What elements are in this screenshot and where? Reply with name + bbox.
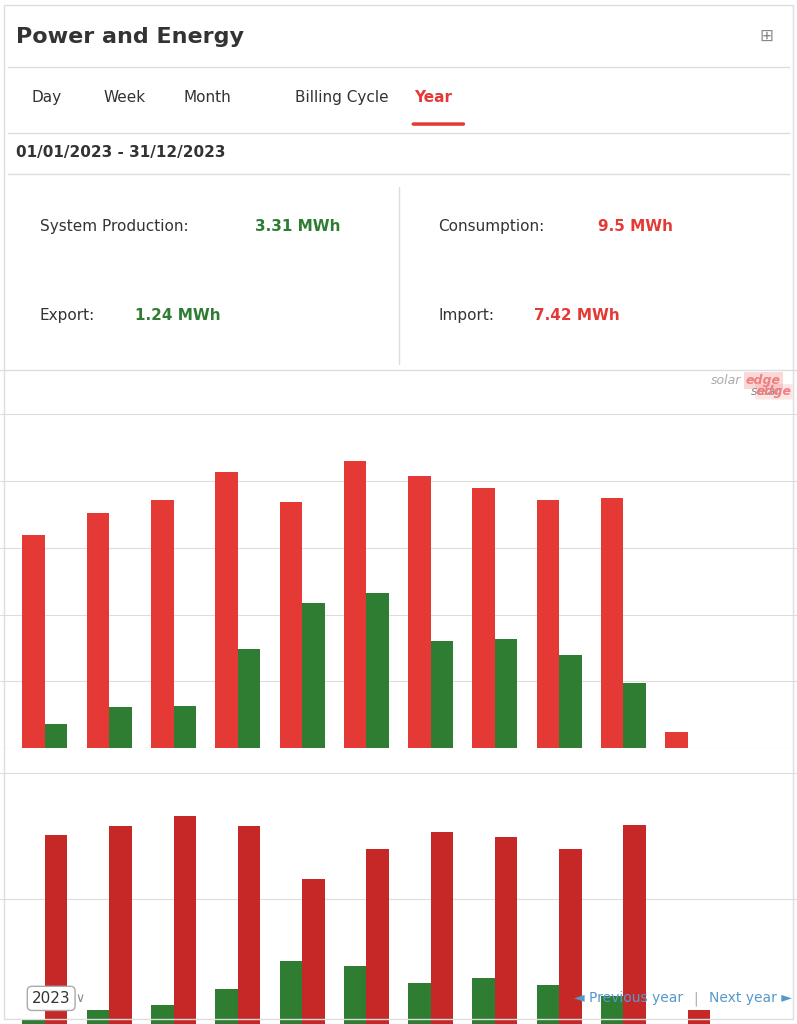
Bar <box>559 849 582 1024</box>
Bar <box>87 513 109 749</box>
Bar <box>623 683 646 749</box>
Bar <box>344 967 367 1024</box>
Bar <box>238 826 261 1024</box>
Text: 9.5 MWh: 9.5 MWh <box>598 219 673 233</box>
Bar <box>151 1006 174 1024</box>
Bar <box>473 487 495 749</box>
Bar <box>302 879 324 1024</box>
Bar <box>215 472 238 749</box>
Text: Power and Energy: Power and Energy <box>16 27 244 46</box>
Text: Week: Week <box>104 90 146 105</box>
Bar <box>215 989 238 1024</box>
Bar <box>151 500 174 749</box>
Text: edge: edge <box>756 385 791 398</box>
Text: ∨: ∨ <box>76 992 84 1005</box>
Bar <box>495 639 517 749</box>
Text: solar: solar <box>711 374 741 387</box>
Bar <box>430 833 453 1024</box>
Text: Day: Day <box>32 90 62 105</box>
Bar <box>430 641 453 749</box>
Bar <box>238 649 261 749</box>
Bar <box>536 500 559 749</box>
Bar <box>601 499 623 749</box>
Bar <box>473 978 495 1024</box>
Bar <box>344 461 367 749</box>
Text: 7.42 MWh: 7.42 MWh <box>534 307 620 323</box>
Bar <box>280 503 302 749</box>
Bar <box>87 1011 109 1024</box>
Bar <box>623 824 646 1024</box>
Text: Next year ►: Next year ► <box>709 991 792 1006</box>
Bar <box>174 816 196 1024</box>
Text: ◄ Previous year: ◄ Previous year <box>574 991 683 1006</box>
Text: 3.31 MWh: 3.31 MWh <box>255 219 340 233</box>
Text: 01/01/2023 - 31/12/2023: 01/01/2023 - 31/12/2023 <box>16 145 226 160</box>
Bar <box>302 603 324 749</box>
Bar <box>22 535 45 749</box>
Text: Consumption:: Consumption: <box>438 219 544 233</box>
Text: 1.24 MWh: 1.24 MWh <box>135 307 221 323</box>
Bar <box>495 838 517 1024</box>
Text: ⊞: ⊞ <box>760 27 773 45</box>
Bar <box>174 706 196 749</box>
Text: Year: Year <box>414 90 453 105</box>
Bar <box>367 593 389 749</box>
Bar <box>536 985 559 1024</box>
Text: edge: edge <box>746 374 781 387</box>
Bar <box>280 962 302 1024</box>
Bar <box>109 707 132 749</box>
Bar <box>665 732 688 749</box>
Text: solar: solar <box>751 385 781 398</box>
Legend: Consumption, Solar Production: Consumption, Solar Production <box>244 761 553 786</box>
Bar <box>408 983 430 1024</box>
Text: Month: Month <box>183 90 231 105</box>
Bar <box>22 1019 45 1024</box>
Bar <box>559 654 582 749</box>
Text: Import:: Import: <box>438 307 494 323</box>
Text: System Production:: System Production: <box>40 219 188 233</box>
Bar <box>109 826 132 1024</box>
Text: 2023: 2023 <box>32 991 70 1006</box>
Text: Export:: Export: <box>40 307 95 323</box>
Bar <box>601 996 623 1024</box>
Bar <box>367 849 389 1024</box>
Text: Billing Cycle: Billing Cycle <box>295 90 388 105</box>
Bar <box>688 1011 710 1024</box>
Bar <box>408 476 430 749</box>
Text: |: | <box>693 991 698 1006</box>
Bar <box>45 835 68 1024</box>
Bar <box>45 724 68 749</box>
